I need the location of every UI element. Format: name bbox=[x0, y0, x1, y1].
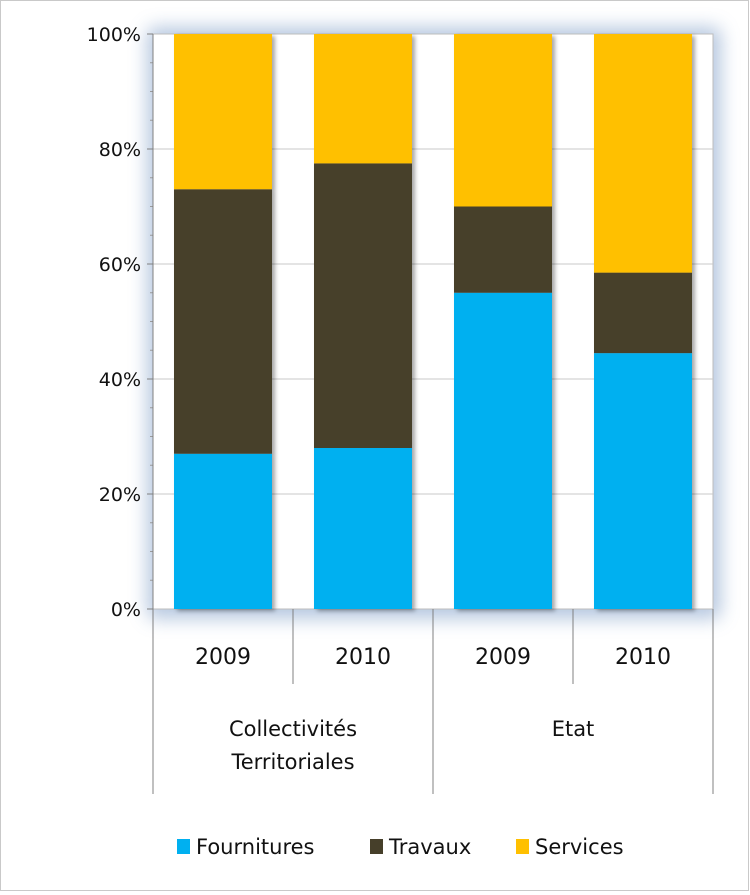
x-group-label: Collectivités Territoriales bbox=[229, 717, 357, 774]
bar-segment-fournitures bbox=[174, 453, 272, 609]
bar-segment-services bbox=[454, 34, 552, 207]
y-tick-label: 100% bbox=[87, 24, 141, 46]
bar-segment-services bbox=[174, 34, 272, 190]
bar-segment-fournitures bbox=[454, 292, 552, 609]
bar-segment-travaux bbox=[174, 189, 272, 454]
y-tick-label: 80% bbox=[99, 139, 141, 161]
bar-segment-services bbox=[594, 34, 692, 273]
legend-label-fournitures: Fournitures bbox=[196, 835, 314, 859]
bars bbox=[174, 34, 692, 609]
legend-swatch-travaux bbox=[370, 839, 383, 854]
bar-segment-travaux bbox=[314, 163, 412, 448]
bar-segment-fournitures bbox=[314, 448, 412, 609]
bar-segment-travaux bbox=[454, 206, 552, 293]
legend-label-travaux: Travaux bbox=[388, 835, 471, 859]
legend-swatch-fournitures bbox=[177, 839, 190, 854]
y-tick-label: 40% bbox=[99, 369, 141, 391]
x-category-label: 2009 bbox=[475, 645, 531, 670]
x-category-label: 2009 bbox=[195, 645, 251, 670]
bar-segment-services bbox=[314, 34, 412, 164]
legend-label-services: Services bbox=[535, 835, 624, 859]
x-group-label: Etat bbox=[552, 717, 595, 741]
y-tick-label: 20% bbox=[99, 484, 141, 506]
x-category-label: 2010 bbox=[335, 645, 391, 670]
y-axis: 0% 20% 40% 60% 80% 100% bbox=[87, 24, 154, 621]
x-axis: 2009 2010 2009 2010 Collectivités Territorial… bbox=[152, 609, 714, 794]
y-tick-label: 60% bbox=[99, 254, 141, 276]
legend: Fournitures Travaux Services bbox=[177, 835, 624, 859]
legend-swatch-services bbox=[516, 839, 529, 854]
bar-segment-travaux bbox=[594, 272, 692, 354]
y-tick-label: 0% bbox=[111, 599, 141, 621]
x-category-label: 2010 bbox=[615, 645, 671, 670]
bar-segment-fournitures bbox=[594, 353, 692, 609]
